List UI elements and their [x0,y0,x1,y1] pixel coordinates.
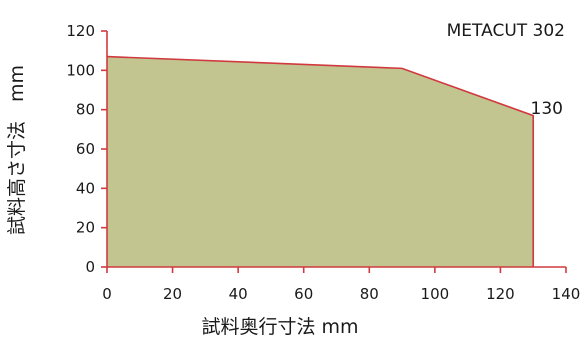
x-axis-label: 試料奥行寸法 mm [201,316,358,338]
x-tick-label: 120 [486,285,515,303]
y-tick-label: 40 [76,179,95,197]
x-tick-label: 60 [294,285,313,303]
annotation-label: 130 [531,99,563,119]
x-tick-label: 140 [552,285,581,303]
x-axis-ticks: 0 20 40 60 80 100 120 140 [102,267,580,303]
operating-area-boundary [106,55,535,267]
y-axis-ticks: 0 20 40 60 80 100 120 [66,22,107,276]
y-tick-label: 20 [76,219,95,237]
chart-title: METACUT 302 [447,21,565,41]
operating-area-fill [107,56,534,267]
x-tick-label: 20 [163,285,182,303]
y-axis-label: 試料高さ寸法 mm [6,65,28,235]
y-tick-label: 100 [66,61,95,79]
y-tick-label: 60 [76,140,95,158]
y-tick-label: 0 [85,258,95,276]
y-tick-label: 120 [66,22,95,40]
y-tick-label: 80 [76,101,95,119]
x-tick-label: 40 [229,285,248,303]
x-tick-label: 0 [102,285,112,303]
x-tick-label: 100 [421,285,450,303]
x-tick-label: 80 [360,285,379,303]
